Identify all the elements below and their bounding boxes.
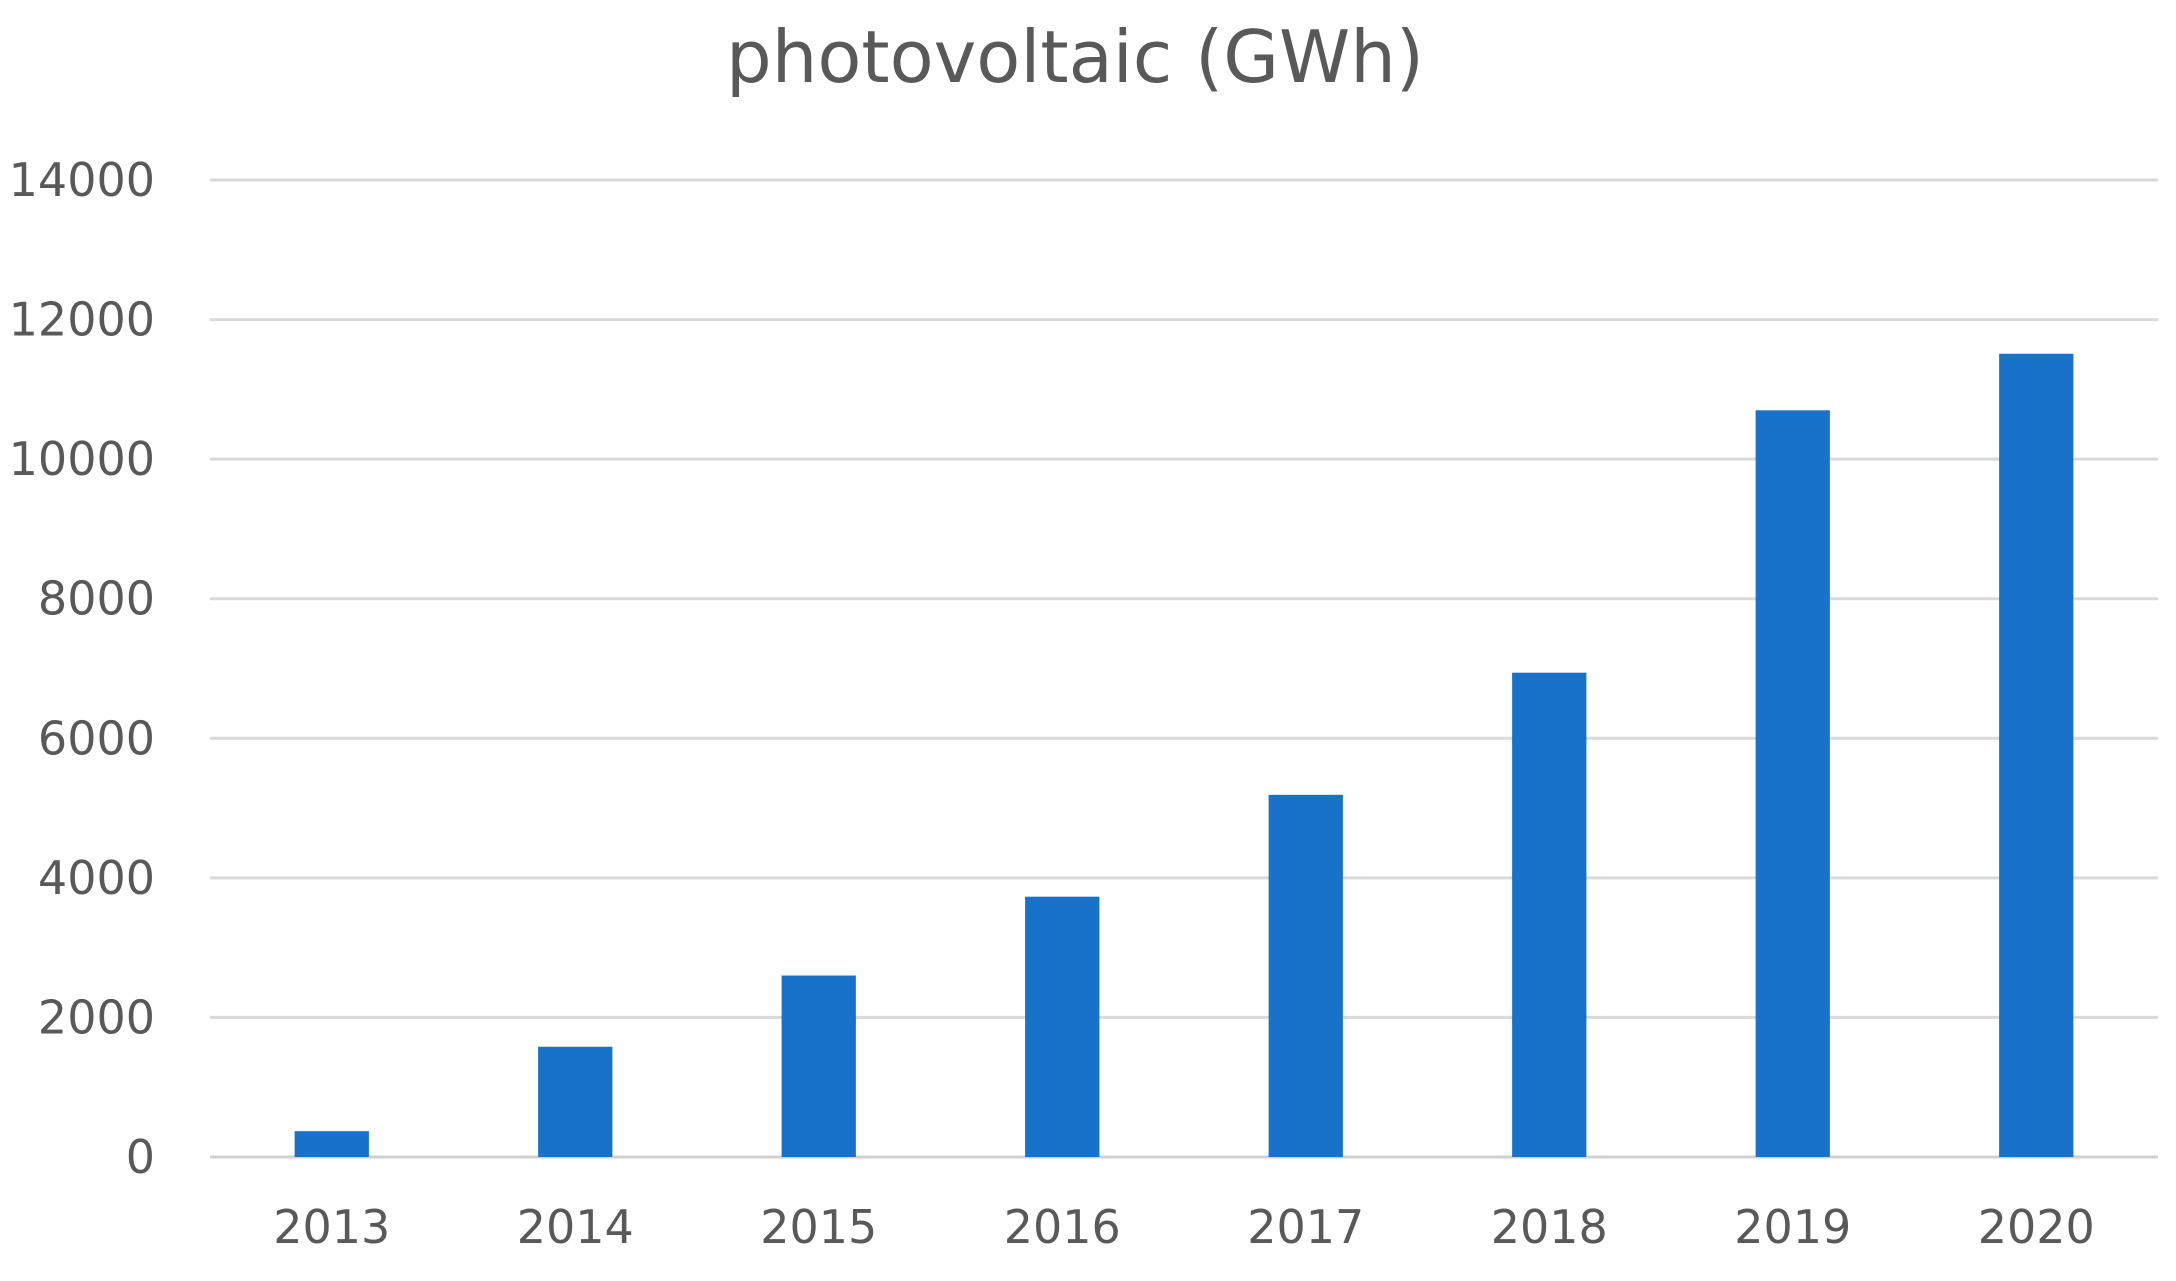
y-tick-label: 4000 <box>38 851 155 905</box>
x-tick-label: 2020 <box>1978 1200 2095 1254</box>
bars <box>294 353 2074 1157</box>
bar-2017 <box>1268 794 1343 1157</box>
x-axis-tick-labels: 2013 2014 2015 2016 2017 2018 2019 2020 <box>273 1200 2095 1254</box>
chart-title: photovoltaic (GWh) <box>726 15 1424 99</box>
x-tick-label: 2016 <box>1004 1200 1121 1254</box>
y-tick-label: 2000 <box>38 990 155 1044</box>
y-tick-label: 0 <box>126 1130 155 1184</box>
y-tick-label: 12000 <box>9 293 155 347</box>
x-tick-label: 2017 <box>1247 1200 1364 1254</box>
bar-2015 <box>781 975 856 1157</box>
x-tick-label: 2014 <box>517 1200 634 1254</box>
x-tick-label: 2013 <box>273 1200 390 1254</box>
y-tick-label: 10000 <box>9 432 155 486</box>
x-tick-label: 2015 <box>760 1200 877 1254</box>
y-tick-label: 14000 <box>9 153 155 207</box>
bar-2016 <box>1025 896 1100 1157</box>
y-axis-tick-labels: 0 2000 4000 6000 8000 10000 12000 14000 <box>9 153 155 1184</box>
bar-2014 <box>538 1046 613 1157</box>
x-tick-label: 2019 <box>1734 1200 1851 1254</box>
y-tick-label: 6000 <box>38 711 155 765</box>
bar-2013 <box>294 1131 369 1157</box>
bar-2018 <box>1512 672 1587 1157</box>
gridlines <box>210 178 2158 1159</box>
x-tick-label: 2018 <box>1491 1200 1608 1254</box>
bar-2020 <box>1999 353 2074 1157</box>
bar-2019 <box>1755 410 1830 1157</box>
y-tick-label: 8000 <box>38 572 155 626</box>
